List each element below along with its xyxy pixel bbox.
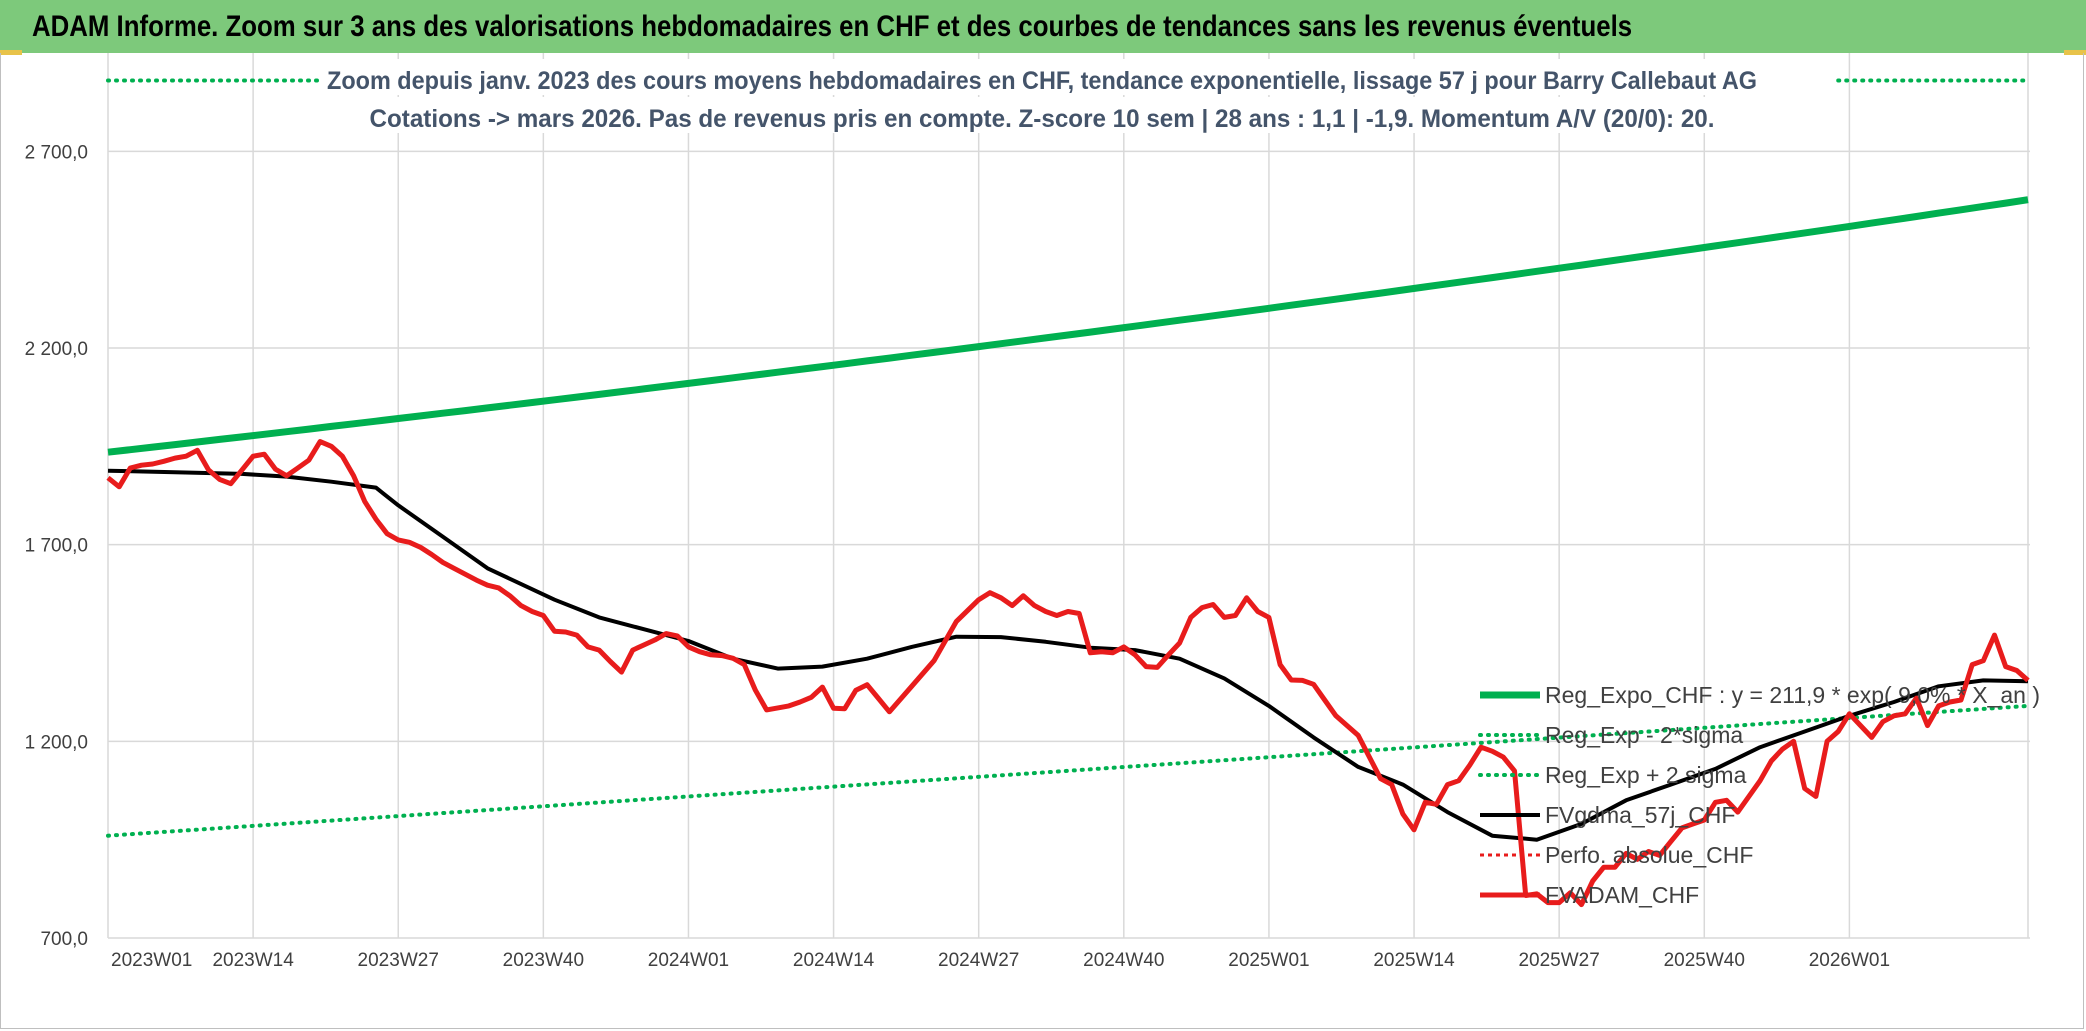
x-axis-ticks: 2023W01 2023W14 2023W27 2023W40 2024W01 2024W… [111,950,1890,971]
chart-title: Zoom depuis janv. 2023 des cours moyens … [320,59,1760,133]
y-tick-label: 1 700,0 [25,536,88,557]
y-tick-label: 2 200,0 [25,339,88,360]
chart-series [106,78,2030,908]
x-tick-label: 2025W40 [1664,950,1745,971]
legend-label-reg-expo-chf-y-211-9-exp-9-0-x-an: Reg_Expo_CHF : y = 211,9 * exp( 9,0% * X… [1545,682,2040,708]
chart-grid [107,53,2030,939]
chart-frame [0,53,2084,1029]
banner-corner-left [0,50,22,55]
x-tick-label: 2023W14 [212,950,294,971]
y-tick-label: 700,0 [40,929,88,950]
chart-title-line: Zoom depuis janv. 2023 des cours moyens … [327,67,1757,95]
legend-label-fvadam-chf: FVADAM_CHF [1545,882,1699,908]
y-tick-label: 2 700,0 [25,142,88,163]
legend-label-reg-exp-2-sigma: Reg_Exp - 2*sigma [1545,722,1743,748]
x-tick-label: 2026W01 [1809,950,1890,971]
x-tick-label: 2023W27 [358,950,439,971]
y-axis-ticks: 700,0 1 200,0 1 700,0 2 200,0 2 700,0 [25,142,88,950]
x-tick-label: 2025W27 [1518,950,1599,971]
report-banner: ADAM Informe. Zoom sur 3 ans des valoris… [0,0,2086,53]
series-line-reg-exp-2-sigma [106,703,2030,838]
x-tick-label: 2023W40 [503,950,584,971]
x-tick-label: 2024W14 [793,950,875,971]
price-trend-chart: 700,0 1 200,0 1 700,0 2 200,0 2 700,0 2023W0… [25,53,2040,971]
title-bg [360,97,1720,133]
banner-title: ADAM Informe. Zoom sur 3 ans des valoris… [32,9,1633,43]
x-tick-label: 2023W01 [111,950,192,971]
legend-label-fvgdma-57j-chf: FVgdma_57j_CHF [1545,802,1735,828]
chart-legend: Reg_Expo_CHF : y = 211,9 * exp( 9,0% * X… [1478,682,2040,908]
legend-label-reg-exp-2-sigma: Reg_Exp + 2 sigma [1545,762,1747,788]
x-tick-label: 2025W01 [1228,950,1309,971]
chart-title-line: Cotations -> mars 2026. Pas de revenus p… [370,105,1715,133]
legend-label-perfo-absolue-chf: Perfo. absolue_CHF [1545,842,1753,868]
x-tick-label: 2024W27 [938,950,1019,971]
x-tick-label: 2024W40 [1083,950,1164,971]
series-line-fvadam-chf [106,439,2030,908]
banner-corner-right [2064,50,2086,55]
x-tick-label: 2025W14 [1373,950,1455,971]
series-line-reg-expo-chf-y-211-9-exp-9-0-x-an [107,196,2029,456]
x-tick-label: 2024W01 [648,950,729,971]
title-bg [320,59,1760,95]
y-tick-label: 1 200,0 [25,732,88,753]
